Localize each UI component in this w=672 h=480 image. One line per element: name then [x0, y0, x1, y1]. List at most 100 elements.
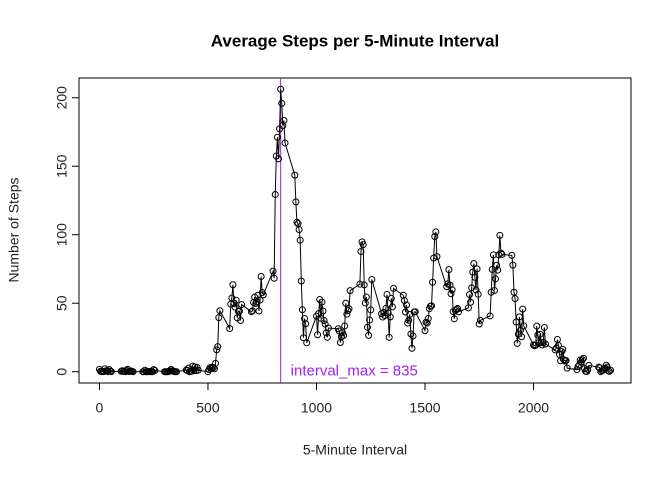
data-point	[292, 198, 300, 206]
y-tick-label: 100	[54, 223, 70, 247]
data-point	[473, 265, 481, 273]
data-point	[492, 275, 500, 283]
data-point	[399, 291, 407, 299]
data-point	[366, 316, 374, 324]
data-point	[511, 295, 519, 303]
data-point	[238, 301, 246, 309]
data-point	[367, 306, 375, 314]
data-point	[390, 284, 398, 292]
data-point	[274, 155, 282, 163]
data-point	[301, 315, 309, 323]
data-point	[360, 281, 368, 289]
data-point	[519, 305, 527, 313]
data-point	[252, 299, 260, 307]
data-point	[345, 305, 353, 313]
data-point	[513, 339, 521, 347]
data-point	[476, 316, 484, 324]
data-point	[471, 273, 479, 281]
data-point	[279, 122, 287, 130]
data-point	[293, 218, 301, 226]
data-point	[488, 265, 496, 273]
data-point	[255, 307, 263, 315]
data-point	[493, 261, 501, 269]
data-point	[554, 341, 562, 349]
data-point	[467, 298, 475, 306]
data-point	[229, 281, 237, 289]
data-point	[431, 233, 439, 241]
plot-frame	[78, 77, 632, 384]
data-point	[518, 333, 526, 341]
data-point	[429, 278, 437, 286]
data-point	[323, 333, 331, 341]
data-point	[319, 307, 327, 315]
data-point	[383, 290, 391, 298]
x-tick-label: 1500	[409, 400, 440, 416]
data-point	[421, 327, 429, 335]
data-point	[216, 307, 224, 315]
data-point	[455, 308, 463, 316]
data-point	[533, 322, 541, 330]
x-axis-label: 5-Minute Interval	[303, 442, 407, 458]
data-point	[172, 368, 180, 376]
y-tick-label: 50	[54, 295, 70, 311]
y-axis-label: Number of Steps	[6, 177, 22, 282]
data-point	[150, 366, 158, 374]
data-point	[257, 273, 265, 281]
data-point	[409, 332, 417, 340]
data-point	[281, 139, 289, 147]
data-point	[520, 322, 528, 330]
data-point	[215, 314, 223, 322]
data-point	[280, 116, 288, 124]
data-point	[563, 364, 571, 372]
data-point	[303, 339, 311, 347]
data-point	[277, 85, 285, 93]
data-point	[559, 345, 567, 353]
data-point	[474, 290, 482, 298]
data-point	[194, 366, 202, 374]
data-point	[515, 313, 523, 321]
data-point	[363, 323, 371, 331]
data-point	[107, 368, 115, 376]
data-point	[380, 308, 388, 316]
data-point	[557, 357, 565, 365]
data-point	[368, 276, 376, 284]
data-point	[433, 253, 441, 261]
data-point	[209, 364, 217, 372]
data-point	[270, 274, 278, 282]
data-point	[302, 320, 310, 328]
data-point	[214, 343, 222, 351]
data-point	[296, 236, 304, 244]
data-point	[489, 251, 497, 259]
data-point	[237, 316, 245, 324]
data-point	[298, 306, 306, 314]
data-point	[536, 330, 544, 338]
data-point	[248, 307, 256, 315]
data-point	[516, 326, 524, 334]
data-point	[496, 231, 504, 239]
y-tick-label: 200	[54, 86, 70, 110]
data-point	[584, 366, 592, 374]
data-point	[475, 320, 483, 328]
y-tick-label: 0	[54, 368, 70, 376]
data-point	[213, 346, 221, 354]
data-point	[235, 307, 243, 315]
x-tick-label: 2000	[518, 400, 549, 416]
data-point	[490, 286, 498, 294]
data-point	[450, 315, 458, 323]
data-point	[232, 296, 240, 304]
data-point	[540, 323, 548, 331]
data-point	[403, 301, 411, 309]
data-point	[291, 171, 299, 179]
data-point	[271, 190, 279, 198]
data-point	[342, 299, 350, 307]
data-point	[424, 315, 432, 323]
data-point	[407, 330, 415, 338]
data-point	[105, 366, 113, 374]
data-point	[320, 316, 328, 324]
data-point	[447, 290, 455, 298]
data-point	[362, 293, 370, 301]
data-point	[498, 250, 506, 258]
